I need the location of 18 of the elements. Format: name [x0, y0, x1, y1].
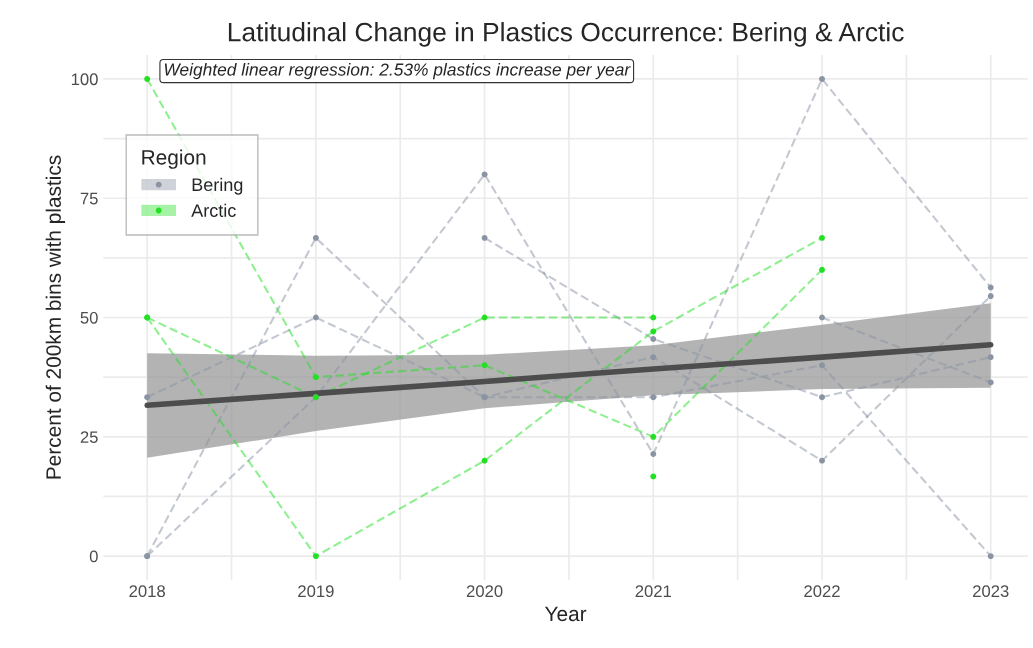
legend-title: Region: [142, 149, 206, 169]
annotation: Weighted linear regression: 2.53% plastics increase per year: [164, 62, 631, 80]
y-axis-title: Percent of 200km bins with plastics: [45, 155, 66, 479]
x-tick-label: 2021: [635, 585, 672, 598]
x-tick-label: 2019: [298, 585, 334, 598]
chart-title: Latitudinal Change in Plastics Occurrence: Bering & Arctic: [228, 22, 904, 47]
y-tick-label: 0: [89, 550, 98, 563]
legend-label: Arctic: [191, 203, 236, 217]
y-tick-label: 100: [71, 73, 98, 86]
x-tick-label: 2023: [973, 585, 1009, 598]
x-tick-label: 2020: [466, 585, 503, 598]
x-axis-title: Year: [544, 606, 587, 622]
y-tick-label: 75: [80, 192, 98, 205]
x-tick-label: 2018: [129, 585, 165, 598]
legend-label: Bering: [192, 177, 243, 195]
y-tick-label: 50: [80, 311, 98, 324]
y-tick-label: 25: [80, 431, 98, 444]
x-tick-label: 2022: [804, 585, 840, 598]
